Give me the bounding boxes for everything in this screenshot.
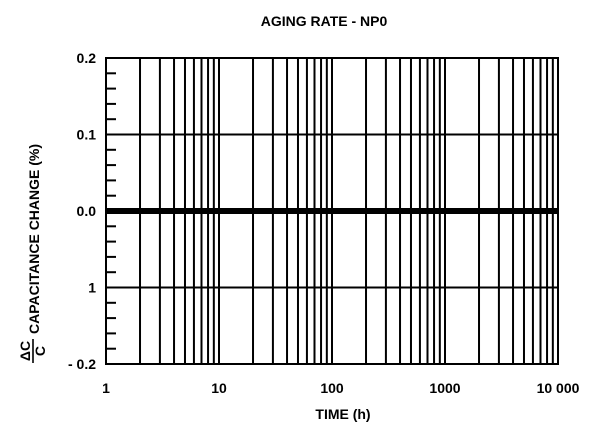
y-tick-label: 0.0 (77, 203, 97, 219)
x-axis-label: TIME (h) (315, 406, 370, 422)
y-tick-labels: 0.2 0.1 0.0 1 - 0.2 (68, 50, 96, 372)
x-tick-label: 1000 (429, 380, 460, 396)
x-tick-labels: 1 10 100 1000 10 000 (102, 380, 580, 396)
x-tick-label: 1 (102, 380, 110, 396)
chart-title: AGING RATE - NP0 (261, 13, 388, 29)
y-axis-label-text: CAPACITANCE CHANGE (%) (26, 144, 42, 334)
y-minor-ticks (106, 72, 116, 350)
x-tick-label: 10 000 (537, 380, 580, 396)
y-tick-label: 0.1 (77, 127, 97, 143)
x-tick-label: 10 (211, 380, 227, 396)
y-tick-label: 0.2 (77, 50, 97, 66)
y-axis-label: ΔC C CAPACITANCE CHANGE (%) (17, 144, 48, 363)
y-tick-label: - 0.2 (68, 356, 96, 372)
y-tick-label: 1 (88, 280, 96, 296)
x-tick-label: 100 (320, 380, 344, 396)
y-axis-label-denominator: C (32, 346, 48, 356)
y-axis-label-numerator: ΔC (17, 341, 33, 361)
